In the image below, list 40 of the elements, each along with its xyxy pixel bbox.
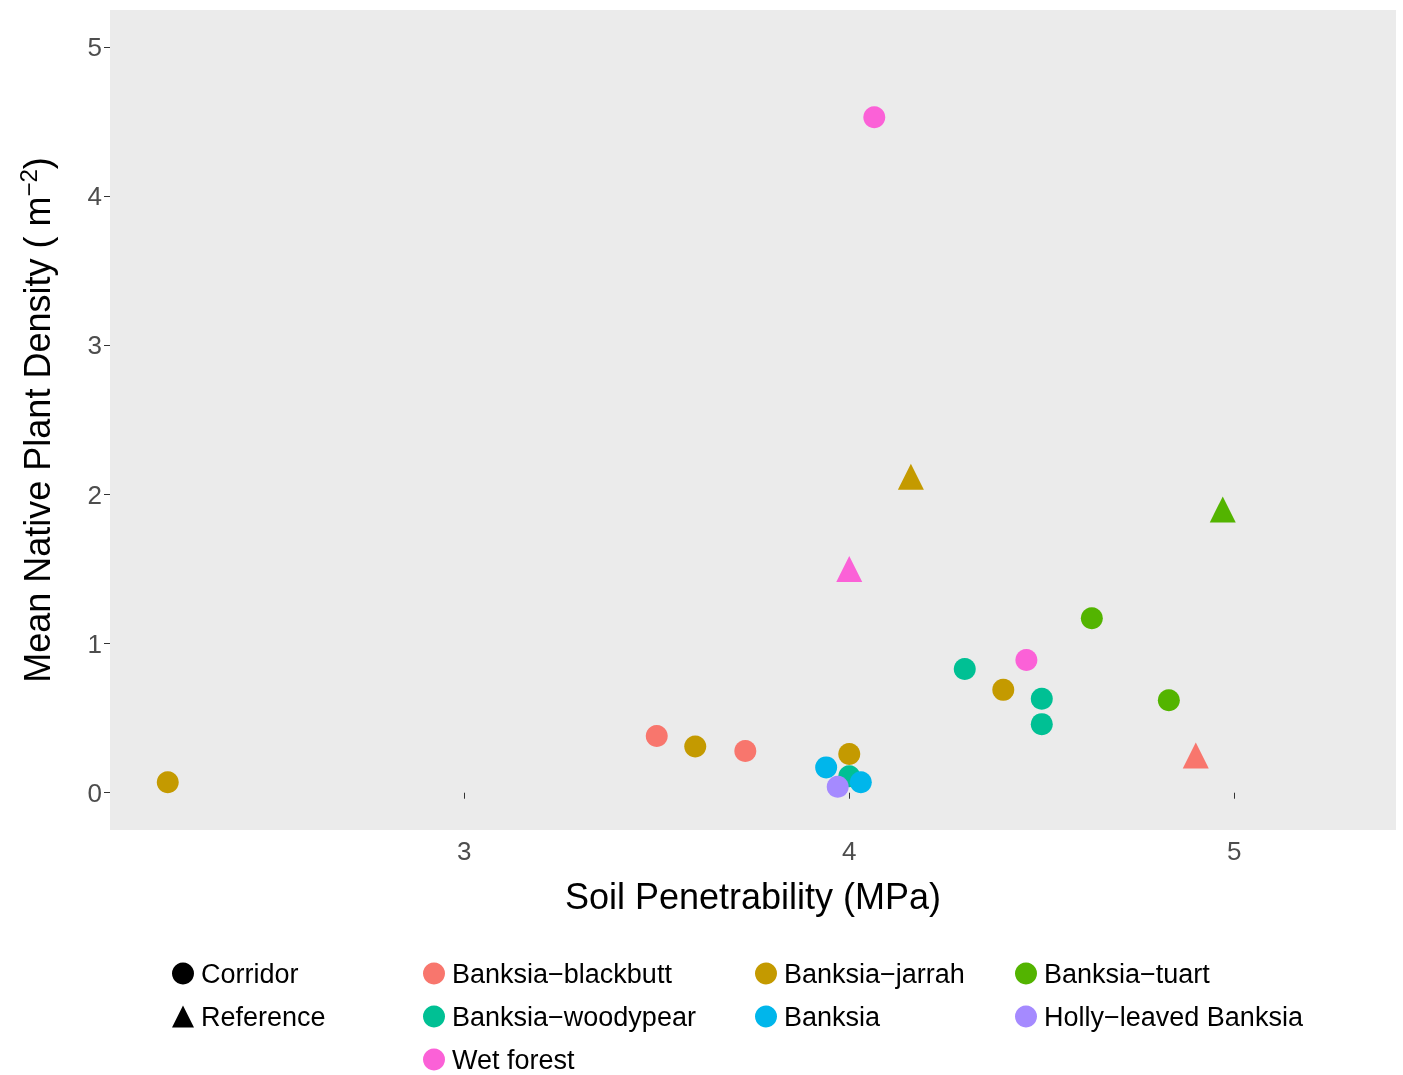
y-tick-label: 1: [87, 628, 102, 659]
x-tick-label: 3: [456, 836, 472, 866]
y-tick-label: 5: [87, 32, 102, 63]
legend-label: Reference: [201, 1001, 326, 1032]
point: [684, 735, 707, 758]
x-tick-label: 5: [1227, 836, 1242, 866]
y-tick-label: 3: [87, 330, 102, 361]
legend-label: Banksia−blackbutt: [452, 958, 673, 989]
point: [897, 463, 924, 490]
x-axis-title: Soil Penetrability (MPa): [564, 875, 942, 917]
point: [849, 771, 872, 794]
point: [1080, 607, 1103, 630]
x-tick-label: 4: [842, 836, 857, 866]
point: [1209, 496, 1236, 523]
legend-label: Banksia−woodypear: [452, 1001, 696, 1032]
legend-label: Banksia−jarrah: [784, 958, 965, 989]
point: [953, 657, 976, 680]
point: [1015, 649, 1038, 672]
point: [1030, 713, 1053, 736]
point: [992, 678, 1015, 701]
point: [156, 771, 179, 794]
y-tick-label: 4: [87, 181, 102, 212]
point: [1030, 687, 1053, 710]
point: [734, 739, 757, 762]
y-axis-title: Mean Native Plant Density ( m−2): [14, 157, 58, 683]
point: [863, 106, 886, 129]
legend-label: Holly−leaved Banksia: [1044, 1001, 1304, 1032]
point: [1157, 689, 1180, 712]
legend-label: Corridor: [201, 958, 299, 989]
point: [838, 742, 861, 765]
y-tick-label: 2: [87, 479, 102, 510]
point: [815, 756, 838, 779]
legend-label: Wet forest: [452, 1044, 576, 1075]
point: [645, 725, 668, 748]
point: [826, 775, 849, 798]
point: [836, 556, 863, 583]
legend-label: Banksia: [784, 1001, 882, 1032]
legend-label: Banksia−tuart: [1044, 958, 1211, 989]
point: [1182, 742, 1209, 769]
y-tick-label: 0: [87, 777, 102, 808]
